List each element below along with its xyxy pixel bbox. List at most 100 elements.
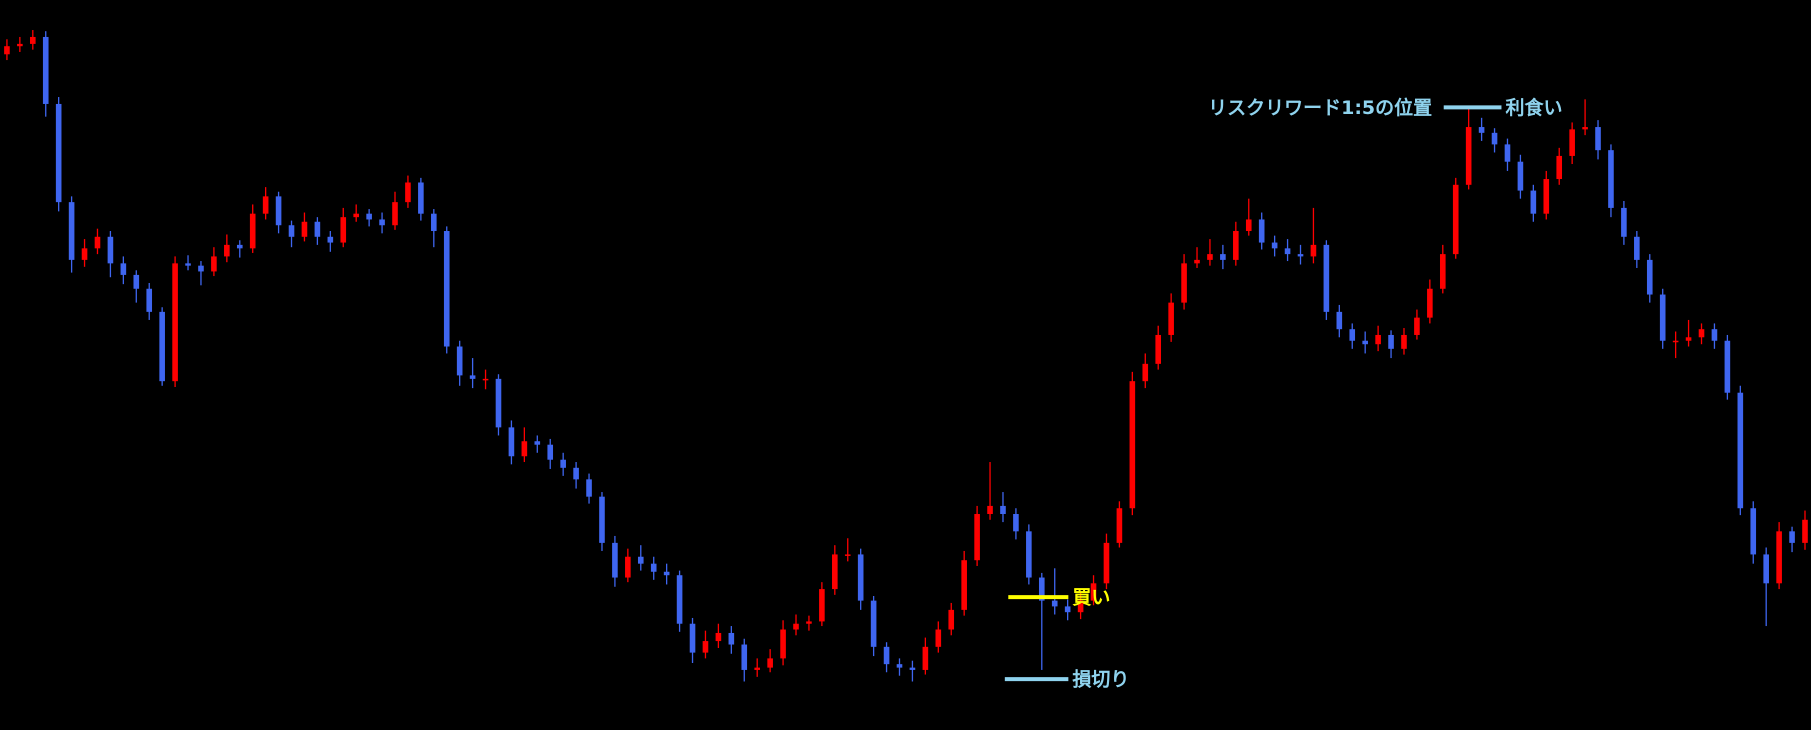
candle-body — [935, 629, 942, 647]
candle-body — [1634, 236, 1640, 260]
candle-body — [55, 103, 62, 203]
candle-body — [1802, 519, 1808, 543]
candle-body — [625, 556, 631, 578]
candle-body — [1271, 242, 1278, 249]
candle-body — [637, 556, 644, 564]
candle-body — [1103, 542, 1110, 584]
candle-body — [1439, 254, 1446, 289]
candle-body — [1491, 132, 1498, 145]
candle-body — [1336, 311, 1343, 330]
candle-body — [586, 479, 592, 497]
candle-body — [469, 375, 476, 379]
candle-body — [42, 36, 49, 104]
candle-body — [1401, 334, 1407, 349]
candle-body — [1711, 329, 1718, 341]
candle-body — [922, 646, 929, 670]
candle-body — [1659, 294, 1666, 341]
candle-body — [1750, 508, 1757, 555]
candle-body — [133, 274, 140, 289]
candle-body — [1038, 577, 1045, 601]
candle-body — [1116, 508, 1123, 543]
candle-body — [1310, 244, 1317, 257]
candle-body — [1245, 219, 1252, 232]
candle-body — [1362, 340, 1368, 345]
candle-body — [275, 196, 282, 226]
candle-body — [650, 563, 657, 572]
candle-body — [1569, 129, 1575, 156]
candle-body — [159, 311, 165, 382]
candle-body — [1698, 329, 1705, 338]
candle-body — [1000, 505, 1006, 515]
candle-body — [1013, 514, 1019, 532]
candle-body — [883, 646, 890, 665]
candle-body — [185, 263, 191, 266]
candle-body — [1672, 340, 1679, 343]
level-label: 利食い — [1505, 96, 1562, 119]
candle-body — [1763, 554, 1769, 584]
candle-body — [418, 182, 424, 214]
candle-body — [1789, 531, 1795, 543]
candle-body — [1284, 248, 1291, 255]
candle-body — [340, 217, 347, 243]
candle-body — [224, 244, 230, 257]
candle-body — [741, 644, 748, 670]
candle-body — [974, 514, 980, 561]
candle-body — [146, 288, 153, 312]
candle-body — [431, 213, 437, 232]
candle-body — [379, 219, 385, 226]
candle-body — [1026, 531, 1032, 578]
candle-body — [1621, 207, 1627, 237]
candle-body — [547, 444, 554, 460]
candle-body — [482, 378, 489, 381]
candle-body — [961, 560, 967, 610]
candle-body — [107, 236, 114, 264]
candle-body — [30, 36, 36, 44]
candle-body — [948, 609, 955, 630]
candle-body — [327, 236, 334, 243]
candle-body — [17, 43, 23, 47]
candle-body — [534, 441, 541, 445]
candle-body — [715, 632, 722, 642]
candle-body — [806, 621, 812, 624]
candle-body — [1194, 259, 1200, 264]
candle-body — [508, 427, 515, 457]
candle-body — [81, 248, 88, 260]
candle-body — [793, 623, 799, 630]
candle-body — [870, 600, 877, 647]
candle-body — [211, 256, 217, 272]
candle-body — [1129, 381, 1136, 509]
candle-body — [1452, 184, 1459, 255]
candle-body — [1646, 259, 1653, 295]
candle-body — [1543, 179, 1550, 214]
candle-body — [198, 265, 204, 272]
candle-body — [1608, 150, 1614, 208]
candle-body — [495, 378, 502, 428]
candle-body — [844, 554, 851, 556]
candle-body — [909, 667, 916, 670]
candle-body — [1556, 155, 1563, 180]
candle-body — [443, 231, 450, 347]
candle-body — [560, 459, 566, 468]
note-label: リスクリワード1:5の位置 — [1208, 96, 1432, 119]
candle-body — [987, 505, 993, 515]
candle-body — [1349, 329, 1356, 341]
candle-body — [262, 196, 269, 214]
candle-body — [366, 213, 372, 220]
candle-body — [1323, 244, 1330, 312]
candle-body — [1724, 340, 1731, 393]
candle-body — [94, 236, 101, 249]
candle-body — [1233, 231, 1239, 260]
candle-body — [392, 202, 398, 226]
candle-body — [1465, 127, 1472, 185]
candle-body — [172, 263, 178, 382]
candle-body — [120, 263, 127, 275]
candle-body — [301, 221, 308, 237]
candle-body — [1181, 263, 1187, 303]
candle-body — [1142, 363, 1149, 382]
candle-body — [1530, 190, 1537, 214]
candle-body — [832, 554, 838, 590]
candle-body — [314, 221, 321, 237]
candle-body — [1478, 127, 1485, 133]
candle-body — [702, 641, 709, 653]
level-label: 買い — [1072, 587, 1110, 609]
